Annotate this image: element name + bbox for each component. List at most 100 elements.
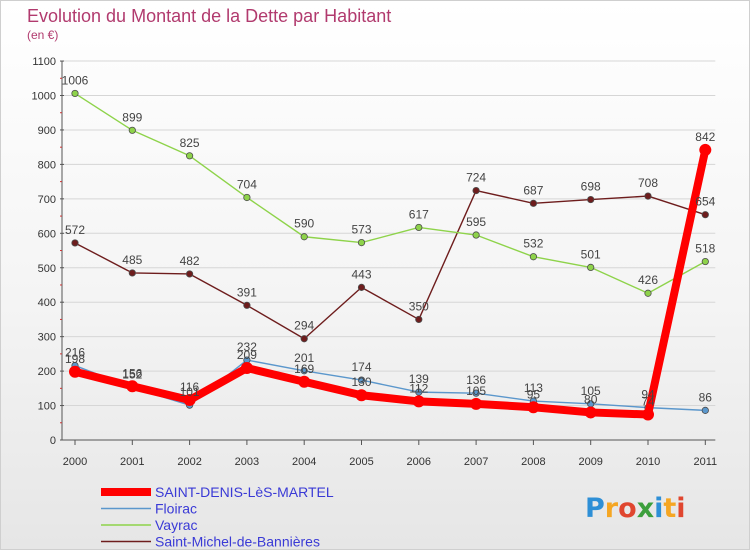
data-point: [357, 283, 366, 291]
y-tick-label: 0: [50, 435, 56, 447]
data-point: [183, 394, 196, 407]
x-tick-label: 2001: [120, 456, 144, 468]
data-point: [69, 365, 81, 378]
data-label: 95: [527, 387, 541, 401]
series-group: [69, 89, 712, 421]
x-tick-label: 2011: [693, 456, 717, 468]
data-point: [298, 375, 311, 388]
legend-label: SAINT-DENIS-LèS-MARTEL: [155, 484, 334, 500]
series-line: [74, 189, 706, 340]
x-tick-label: 2000: [63, 456, 87, 468]
data-label: 698: [581, 180, 601, 194]
logo-letter: i: [654, 493, 663, 524]
x-tick-label: 2005: [349, 456, 373, 468]
data-label: 595: [466, 215, 486, 229]
data-label: 216: [65, 346, 85, 360]
data-point: [355, 389, 368, 402]
data-point: [701, 257, 709, 266]
data-point: [529, 253, 538, 261]
y-tick-label: 100: [38, 401, 56, 413]
data-label: 617: [409, 207, 429, 221]
data-label: 573: [351, 223, 371, 237]
data-point: [243, 301, 251, 309]
data-point: [644, 192, 652, 200]
y-tick-label: 500: [38, 263, 56, 275]
data-label: 174: [351, 360, 371, 374]
logo-letter: r: [605, 493, 619, 524]
data-label: 116: [180, 380, 199, 394]
data-label: 654: [695, 195, 715, 209]
data-point: [587, 195, 595, 204]
data-label: 105: [581, 384, 601, 398]
data-label: 94: [641, 388, 655, 402]
data-label: 294: [294, 319, 314, 333]
legend-label: Vayrac: [155, 517, 198, 533]
x-tick-label: 2010: [636, 456, 660, 468]
data-label: 899: [122, 110, 142, 124]
data-label: 86: [699, 390, 713, 404]
data-label: 201: [294, 351, 314, 365]
data-label: 156: [122, 366, 142, 380]
data-point: [415, 223, 423, 232]
data-label: 113: [524, 381, 543, 395]
data-label: 139: [409, 372, 429, 386]
data-point: [701, 406, 709, 414]
data-point: [186, 270, 194, 278]
x-tick-label: 2009: [578, 456, 602, 468]
data-label: 136: [466, 373, 486, 387]
data-label: 232: [237, 340, 257, 354]
logo-letter: t: [663, 493, 676, 524]
series-line: [74, 359, 706, 412]
series-line: [71, 145, 710, 419]
logo-letter: x: [637, 493, 654, 524]
x-tick-label: 2002: [177, 456, 201, 468]
data-label: 105: [466, 384, 486, 398]
x-axis-ticks: 2000 2001 2002 2003 2004 2005 2006 2007 2008 2009…: [63, 440, 717, 468]
y-tick-label: 300: [38, 332, 56, 344]
data-point: [412, 395, 425, 408]
legend-label: Saint-Michel-de-Bannières: [155, 534, 320, 550]
proxiti-logo: Proxiti: [585, 493, 686, 524]
data-labels: 572 485 482 391 294 443 350 724 687 698 708 654 1006…: [62, 73, 716, 408]
series-line: [74, 92, 706, 294]
data-point: [71, 239, 79, 247]
y-tick-label: 200: [38, 366, 56, 378]
x-tick-label: 2006: [407, 456, 431, 468]
legend-label: Floirac: [155, 501, 197, 517]
data-point: [357, 376, 366, 384]
data-label: 169: [294, 362, 314, 376]
y-tick-label: 400: [38, 297, 56, 309]
y-tick-label: 800: [38, 159, 56, 171]
y-tick-label: 600: [38, 228, 56, 240]
data-label: 350: [409, 299, 429, 313]
grid-lines: [62, 60, 716, 441]
y-tick-label: 1100: [32, 56, 56, 68]
data-label: 112: [409, 381, 428, 395]
data-label: 825: [180, 136, 200, 150]
data-point: [587, 263, 595, 272]
x-tick-label: 2007: [464, 456, 488, 468]
data-point: [527, 401, 540, 414]
data-label: 704: [237, 177, 257, 191]
data-label: 130: [351, 375, 371, 389]
data-point: [243, 193, 251, 202]
data-point: [357, 239, 366, 247]
data-label: 501: [581, 247, 601, 261]
data-point: [300, 233, 308, 241]
x-tick-label: 2008: [521, 456, 545, 468]
data-label: 198: [65, 352, 85, 366]
y-tick-label: 900: [38, 125, 56, 137]
logo-letter: P: [585, 493, 605, 524]
data-point: [300, 335, 308, 343]
data-label: 443: [351, 267, 371, 281]
data-label: 426: [638, 273, 658, 287]
data-label: 101: [180, 385, 200, 399]
x-tick-label: 2004: [292, 456, 316, 468]
y-tick-label: 1000: [32, 91, 56, 103]
data-label: 482: [180, 254, 200, 268]
data-label: 572: [65, 223, 85, 237]
data-label: 532: [523, 237, 543, 251]
data-label: 518: [695, 242, 715, 256]
data-label: 724: [466, 171, 486, 185]
